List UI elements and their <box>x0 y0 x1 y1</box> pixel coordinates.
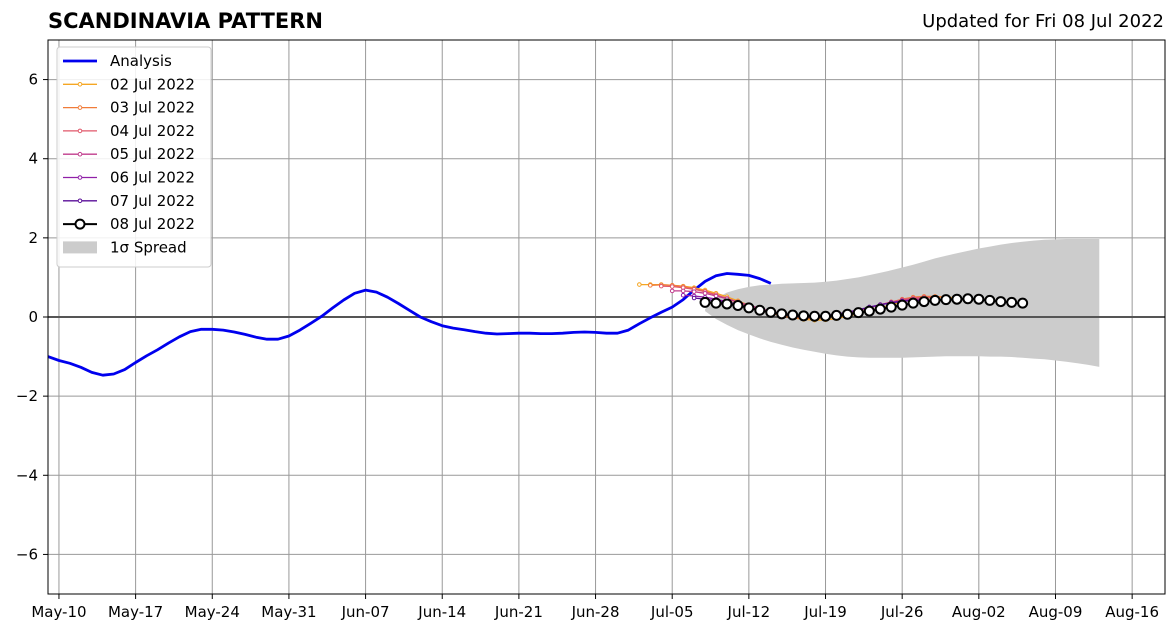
series-point <box>691 295 697 301</box>
series-point <box>754 304 766 316</box>
y-tick-label: −2 <box>16 387 38 405</box>
series-point <box>776 308 788 320</box>
series-point <box>973 293 985 305</box>
y-tick-label: −4 <box>16 466 38 484</box>
y-tick-label: −6 <box>16 545 38 563</box>
y-tick-label: 4 <box>28 150 38 168</box>
series-point <box>962 293 974 305</box>
legend-label: 04 Jul 2022 <box>110 122 195 140</box>
series-point <box>820 310 832 322</box>
series-point <box>1006 296 1018 308</box>
series-point <box>765 306 777 318</box>
legend-label: 05 Jul 2022 <box>110 145 195 163</box>
y-tick-label: 6 <box>28 71 38 89</box>
legend-marker <box>77 175 83 180</box>
series-point <box>896 299 908 311</box>
legend-label: 02 Jul 2022 <box>110 75 195 93</box>
legend-box <box>56 46 212 268</box>
x-tick-label: May-31 <box>261 603 316 621</box>
series-point <box>863 305 875 317</box>
legend-marker <box>77 128 83 134</box>
legend-marker <box>74 218 86 230</box>
series-point <box>841 308 853 320</box>
series-point <box>852 307 864 319</box>
series-point <box>669 284 675 289</box>
series-point <box>787 309 799 321</box>
legend-marker <box>77 105 83 110</box>
legend-label: 06 Jul 2022 <box>110 169 195 187</box>
series-point <box>995 296 1007 308</box>
x-tick-label: Jul-19 <box>803 603 847 621</box>
series-point <box>743 302 755 314</box>
series-point <box>658 283 664 289</box>
x-tick-label: May-10 <box>31 603 86 621</box>
x-tick-label: Aug-02 <box>952 603 1006 621</box>
series-line-0 <box>47 272 772 377</box>
legend-label-spread: 1σ Spread <box>110 238 187 256</box>
series-point <box>798 310 810 322</box>
series-point <box>874 303 886 315</box>
series-point <box>885 301 897 313</box>
legend-spread-swatch <box>63 241 97 254</box>
series-point <box>648 283 653 288</box>
x-tick-label: Jul-05 <box>650 603 694 621</box>
y-tick-label: 2 <box>28 229 38 247</box>
legend-label: 03 Jul 2022 <box>110 99 195 117</box>
series-point <box>680 288 686 294</box>
series-point <box>940 294 952 306</box>
legend: Analysis 02 Jul 2022 03 Jul 2022 04 Jul 202… <box>56 46 212 268</box>
series-point <box>809 310 821 322</box>
legend-label: 07 Jul 2022 <box>110 192 195 210</box>
x-tick-label: Jun-21 <box>494 603 543 621</box>
series-point <box>918 296 930 308</box>
x-tick-label: May-24 <box>185 603 240 621</box>
x-tick-label: Aug-16 <box>1105 603 1159 621</box>
series-point <box>732 300 744 312</box>
series-point <box>702 290 708 296</box>
axis-layer: May-10 May-17 May-24 May-31 Jun-07 Jun-14 Jun-… <box>16 39 1166 621</box>
chart-subtitle: Updated for Fri 08 Jul 2022 <box>922 11 1164 32</box>
x-tick-label: Jun-28 <box>571 603 620 621</box>
series-point <box>699 296 711 308</box>
x-tick-label: May-17 <box>108 603 163 621</box>
series-point <box>1017 297 1029 309</box>
legend-marker <box>77 198 83 204</box>
series-point <box>680 292 686 298</box>
legend-marker <box>77 82 83 87</box>
y-tick-label: 0 <box>28 308 38 326</box>
legend-marker <box>77 151 83 157</box>
series-point <box>721 298 733 310</box>
series-layer <box>47 272 1029 377</box>
legend-label: Analysis <box>110 52 172 70</box>
series-point <box>710 297 722 309</box>
series-point <box>929 294 941 306</box>
series-point <box>669 288 675 294</box>
series-point <box>691 289 697 294</box>
x-tick-label: Jul-26 <box>880 603 924 621</box>
plot-frame <box>47 39 1166 595</box>
series-point <box>637 282 642 287</box>
chart-title: SCANDINAVIA PATTERN <box>48 9 323 33</box>
series-point <box>830 309 842 321</box>
series-point <box>951 293 963 305</box>
x-tick-label: Jun-14 <box>417 603 466 621</box>
series-point <box>907 297 919 309</box>
x-tick-label: Aug-09 <box>1029 603 1083 621</box>
legend-label: 08 Jul 2022 <box>110 215 195 233</box>
x-tick-label: Jun-07 <box>341 603 390 621</box>
series-point <box>984 294 996 306</box>
x-tick-label: Jul-12 <box>727 603 771 621</box>
